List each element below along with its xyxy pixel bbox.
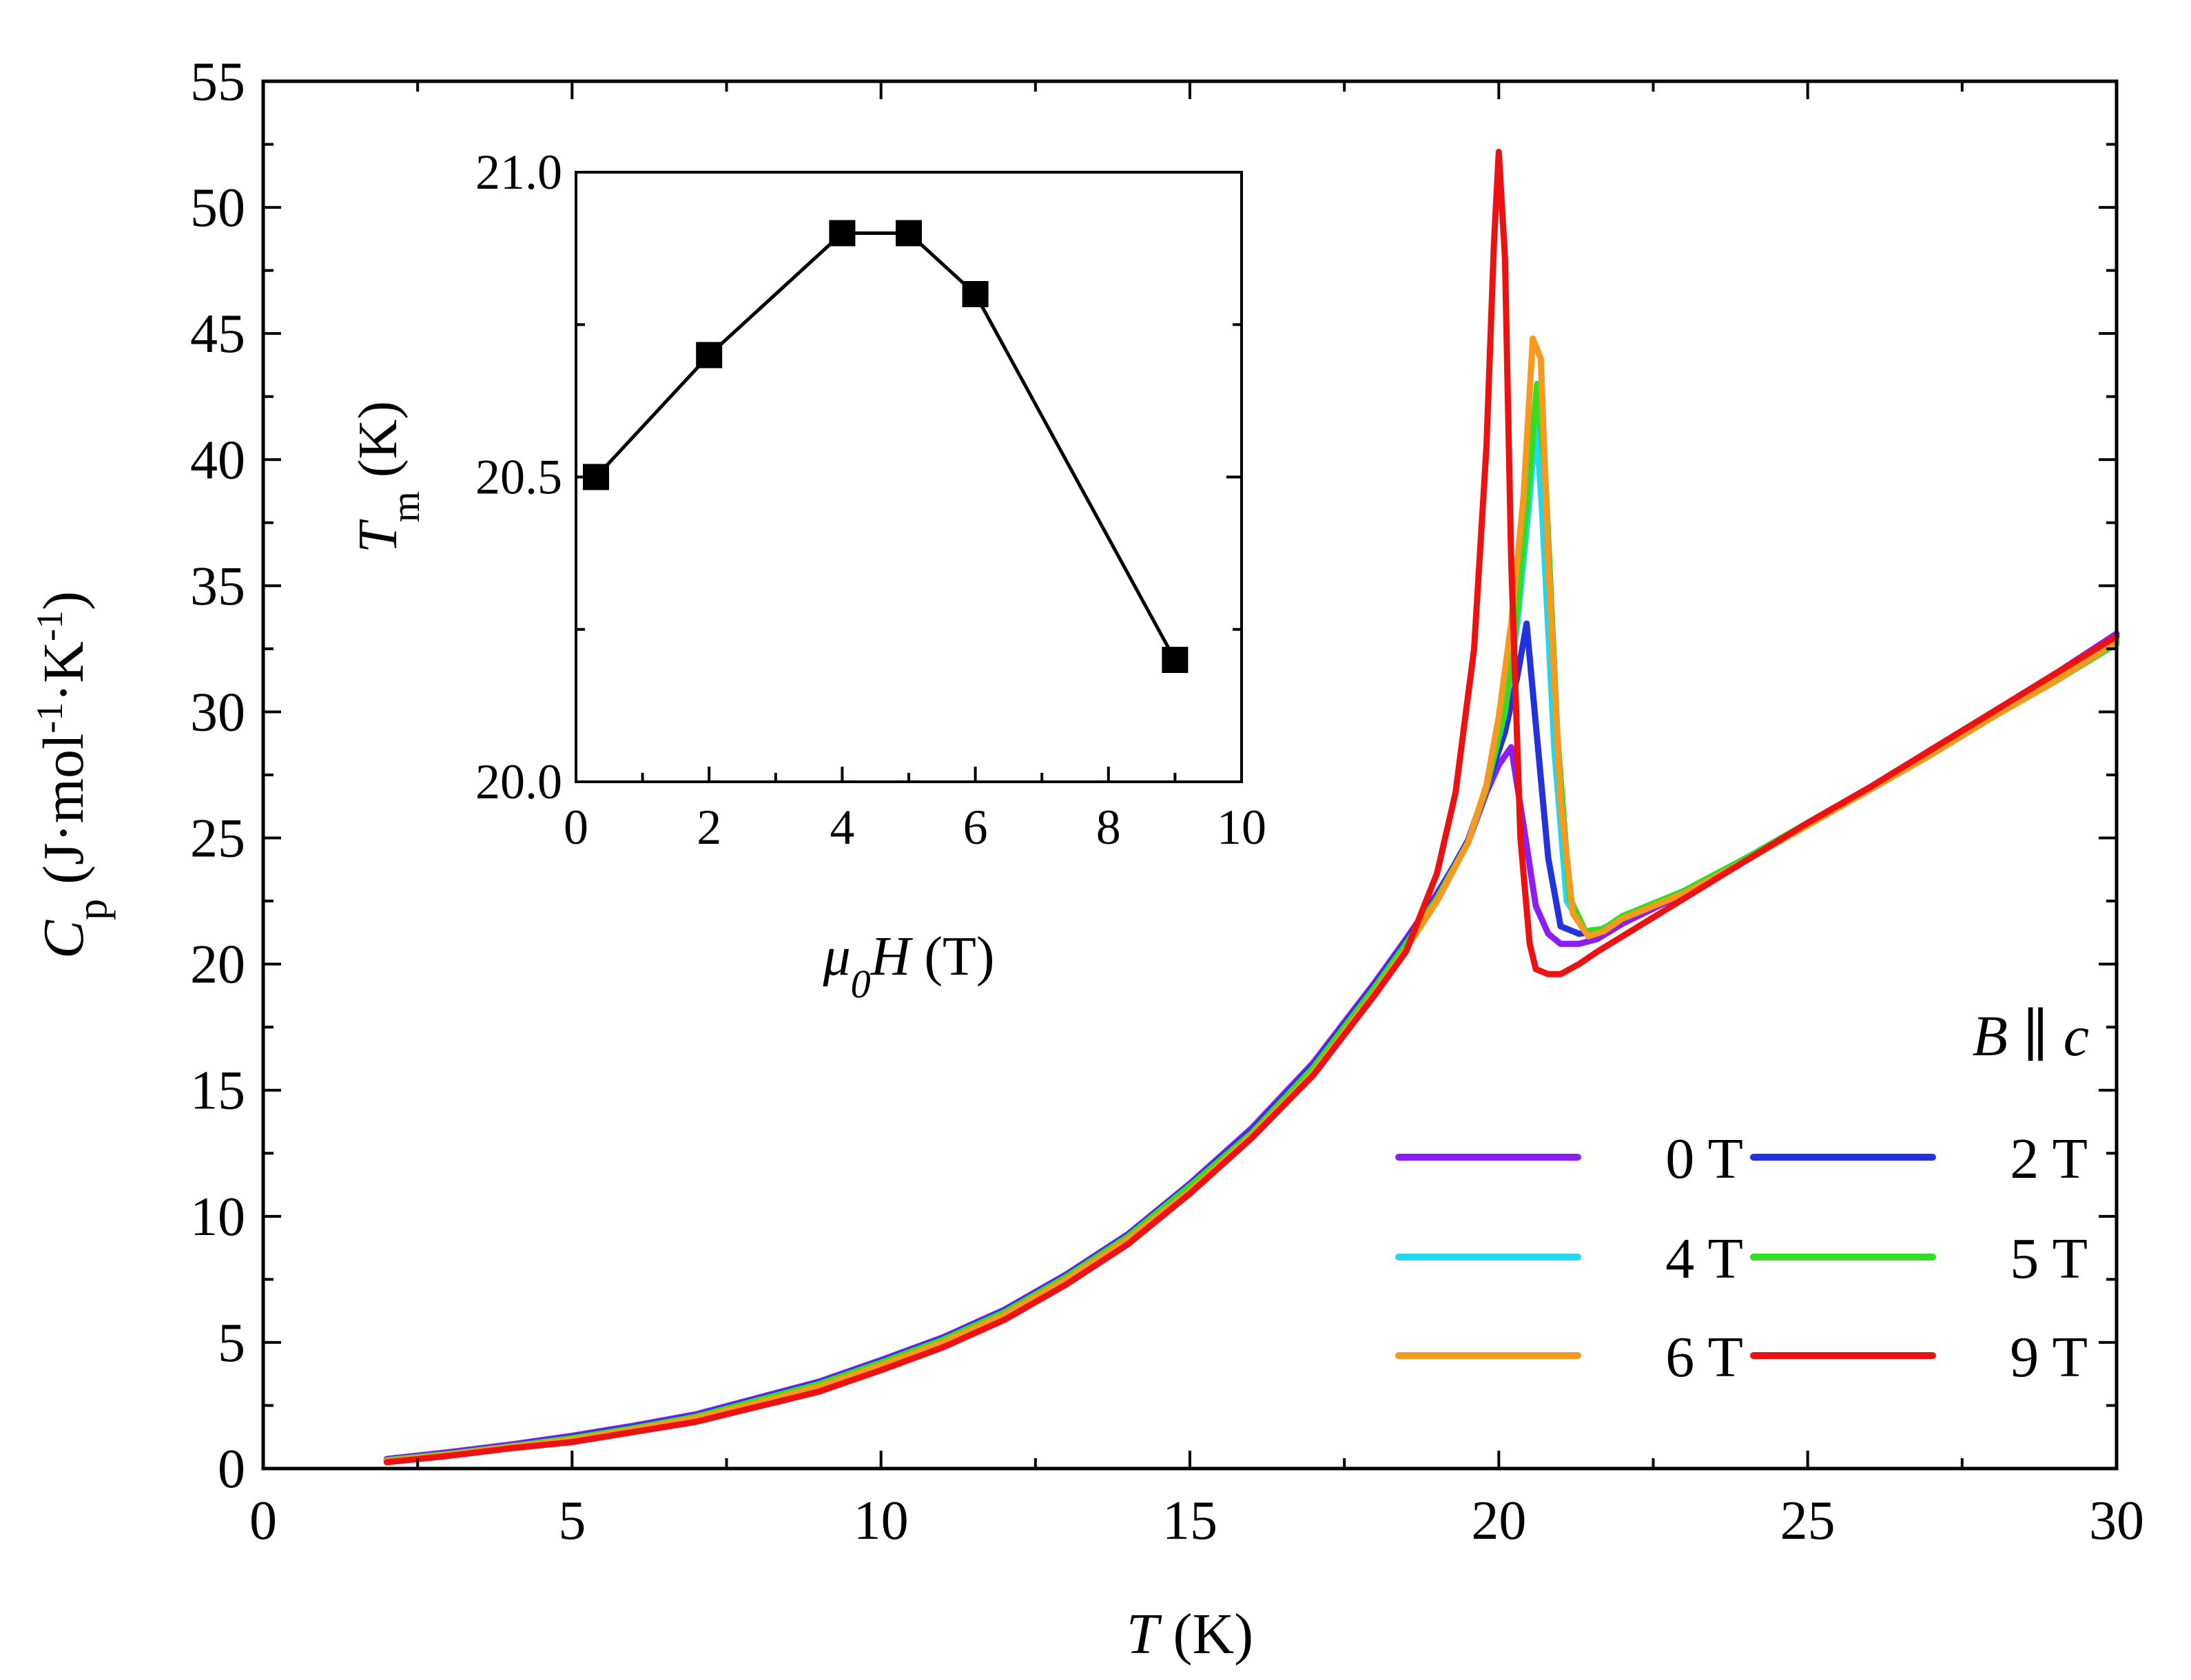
x-tick-label: 10 (854, 1491, 909, 1551)
inset-plot: 0 2 4 6 8 10 20.0 20.5 21.0 μ0H (T) Tm (K) (348, 145, 1266, 1006)
x-tick-label: 15 (1162, 1491, 1217, 1551)
x-tick-label: 5 (558, 1491, 586, 1551)
inset-x-axis-title: μ0H (T) (822, 926, 994, 1006)
y-tick-label: 50 (190, 178, 245, 238)
legend-label: 5 T (2010, 1227, 2088, 1291)
y-tick-label: 35 (190, 556, 245, 616)
main-series-group (383, 149, 2120, 1466)
inset-background (576, 172, 1242, 782)
inset-x-tick-label: 0 (564, 800, 588, 855)
inset-x-tick-label: 2 (697, 800, 721, 855)
y-tick-label: 0 (218, 1439, 245, 1500)
inset-data-point (696, 342, 723, 369)
y-axis-title: Cp (J·mol-1·K-1) (29, 591, 116, 959)
y-tick-label: 20 (190, 935, 245, 995)
inset-series-line (595, 231, 1177, 661)
legend-label: 4 T (1665, 1227, 1743, 1291)
x-tick-label: 0 (249, 1491, 277, 1551)
x-tick-label: 30 (2089, 1491, 2144, 1551)
y-tick-label: 15 (190, 1061, 245, 1121)
inset-x-tick-label: 6 (963, 800, 988, 855)
inset-data-point (1162, 647, 1189, 673)
legend-label: 6 T (1665, 1325, 1743, 1389)
y-tick-label: 10 (190, 1187, 245, 1247)
y-tick-label: 55 (190, 52, 245, 112)
inset-axis-ticks: 0 2 4 6 8 10 20.0 20.5 21.0 (475, 145, 1266, 855)
x-tick-label: 25 (1780, 1491, 1835, 1551)
y-tick-label: 45 (190, 304, 245, 364)
legend-label: 2 T (2010, 1127, 2088, 1191)
field-direction-annotation: B ∥ c (1973, 1004, 2089, 1068)
y-tick-label: 40 (190, 430, 245, 490)
x-axis-title: T (K) (1127, 1602, 1253, 1666)
x-tick-label: 20 (1471, 1491, 1526, 1551)
inset-data-point (896, 220, 922, 247)
series-line-9t (383, 149, 2120, 1466)
legend-label: 0 T (1665, 1127, 1743, 1191)
legend: 0 T 2 T 4 T 5 T 6 T 9 T (1395, 1127, 2088, 1389)
legend-label: 9 T (2010, 1325, 2088, 1389)
y-tick-label: 30 (190, 682, 245, 743)
y-tick-label: 5 (218, 1313, 245, 1373)
inset-data-point (829, 220, 856, 247)
inset-x-tick-label: 8 (1096, 800, 1121, 855)
inset-x-tick-label: 10 (1217, 800, 1266, 855)
inset-y-tick-label: 20.0 (475, 754, 562, 809)
inset-y-tick-label: 21.0 (475, 145, 562, 200)
inset-series-group (582, 220, 1189, 673)
inset-x-tick-label: 4 (830, 800, 854, 855)
inset-data-point (962, 281, 989, 307)
y-tick-label: 25 (190, 809, 245, 869)
inset-y-tick-label: 20.5 (475, 450, 562, 505)
inset-y-axis-title: Tm (K) (348, 401, 428, 553)
